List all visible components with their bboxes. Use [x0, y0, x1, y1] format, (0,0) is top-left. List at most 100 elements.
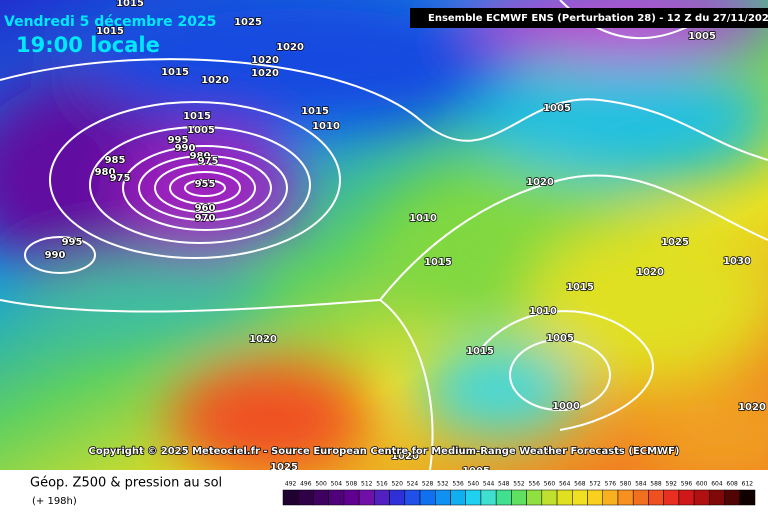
scale-swatch: [526, 489, 543, 506]
isobar-label: 1020: [249, 334, 277, 345]
scale-swatch: [602, 489, 619, 506]
scale-label: 544: [483, 481, 495, 488]
isobar-label: 970: [195, 213, 216, 224]
isobar-label: 1015: [96, 26, 124, 37]
scale-swatch: [663, 489, 680, 506]
isobar-label: 1015: [116, 0, 144, 9]
isobar-label: 980: [95, 167, 116, 178]
scale-label: 592: [666, 481, 678, 488]
scale-swatch: [358, 489, 375, 506]
scale-swatch: [435, 489, 451, 506]
isobar-label: 1025: [234, 17, 262, 28]
scale-label: 532: [437, 481, 449, 488]
isobar-label: 960: [195, 203, 216, 214]
scale-label: 548: [498, 481, 510, 488]
scale-swatch: [313, 489, 329, 506]
scale-swatch: [541, 489, 558, 506]
time: 19:00 locale: [16, 33, 160, 57]
isobar-label: 955: [195, 179, 216, 190]
scale-label: 504: [331, 481, 343, 488]
scale-label: 512: [361, 481, 373, 488]
scale-swatch: [693, 489, 710, 506]
color-scale: 492 496 500 504 508 512 516 520 524 528 532 536 540 5…: [282, 481, 756, 506]
scale-swatch: [587, 489, 603, 506]
scale-swatch: [678, 489, 695, 506]
scale-swatch: [480, 489, 497, 506]
scale-label: 552: [513, 481, 525, 488]
scale-swatch: [511, 489, 527, 506]
isobar-label: 1005: [688, 31, 716, 42]
copyright: Copyright © 2025 Meteociel.fr - Source E…: [89, 446, 680, 457]
scale-swatch: [374, 489, 390, 506]
isobar-label: 1015: [183, 111, 211, 122]
isobar-label: 1015: [466, 346, 494, 357]
scale-label: 604: [711, 481, 723, 488]
isobar-label: 975: [110, 173, 131, 184]
scale-label: 520: [391, 481, 403, 488]
isobar-label: 1020: [738, 402, 766, 413]
scale-swatch: [709, 489, 725, 506]
scale-swatch: [465, 489, 482, 506]
isobar-label: 1015: [301, 106, 329, 117]
isobar-label: 1005: [546, 333, 574, 344]
isobar-label: 985: [105, 155, 126, 166]
scale-swatch: [450, 489, 466, 506]
isobar-label: 1015: [161, 67, 189, 78]
isobar-label: 990: [175, 143, 196, 154]
isobar-label: 1015: [424, 257, 452, 268]
scale-label: 568: [574, 481, 586, 488]
isobar-label: 975: [198, 156, 219, 167]
scale-swatch: [739, 489, 756, 506]
scale-label: 508: [346, 481, 358, 488]
isobar-label: 1015: [566, 282, 594, 293]
isobar-label: 1020: [636, 267, 664, 278]
isobar-label: 1020: [251, 55, 279, 66]
scale-swatch: [297, 489, 314, 506]
scale-label: 576: [605, 481, 617, 488]
scale-label: 596: [681, 481, 693, 488]
scale-label: 588: [650, 481, 662, 488]
scale-label: 516: [376, 481, 388, 488]
scale-label: 612: [742, 481, 754, 488]
isobar-label: 1000: [552, 401, 580, 412]
scale-label: 496: [300, 481, 312, 488]
scale-label: 572: [589, 481, 601, 488]
scale-swatch: [282, 489, 299, 506]
caption-lead: (+ 198h): [32, 496, 77, 507]
date: Vendredi 5 décembre 2025: [4, 14, 216, 30]
scale-label: 560: [544, 481, 556, 488]
isobar-labels: 1015 1025 1015 1020 1015 1020 1020 1020 1015 1010…: [44, 0, 767, 478]
scale-swatch: [495, 489, 512, 506]
isobar-label: 1020: [391, 451, 419, 462]
isobar-label: 1010: [529, 306, 557, 317]
scale-label: 580: [620, 481, 632, 488]
scale-label: 540: [468, 481, 480, 488]
scale-label: 564: [559, 481, 571, 488]
model: Ensemble ECMWF ENS (Perturbation 28) - 1…: [428, 13, 768, 24]
isobar-label: 980: [190, 151, 211, 162]
scale-label: 528: [422, 481, 434, 488]
isobar-label: 1025: [661, 237, 689, 248]
scale-label: 500: [315, 481, 327, 488]
scale-label: 524: [407, 481, 419, 488]
isobar-label: 1030: [723, 256, 751, 267]
isobar-label: 1020: [251, 68, 279, 79]
scale-swatch: [617, 489, 634, 506]
scale-label: 536: [452, 481, 464, 488]
scale-swatch: [556, 489, 573, 506]
scale-swatch: [328, 489, 345, 506]
isobar-label: 1020: [526, 177, 554, 188]
isobars: [0, 0, 768, 470]
scale-swatch: [632, 489, 649, 506]
scale-label: 608: [726, 481, 738, 488]
isobar-label: 995: [62, 237, 83, 248]
isobar-label: 1020: [276, 42, 304, 53]
isobar-label: 990: [45, 250, 66, 261]
scale-swatch: [419, 489, 436, 506]
isobar-label: 1005: [543, 103, 571, 114]
model-box: [410, 8, 768, 28]
scale-swatch: [404, 489, 421, 506]
scale-swatch: [724, 489, 741, 506]
